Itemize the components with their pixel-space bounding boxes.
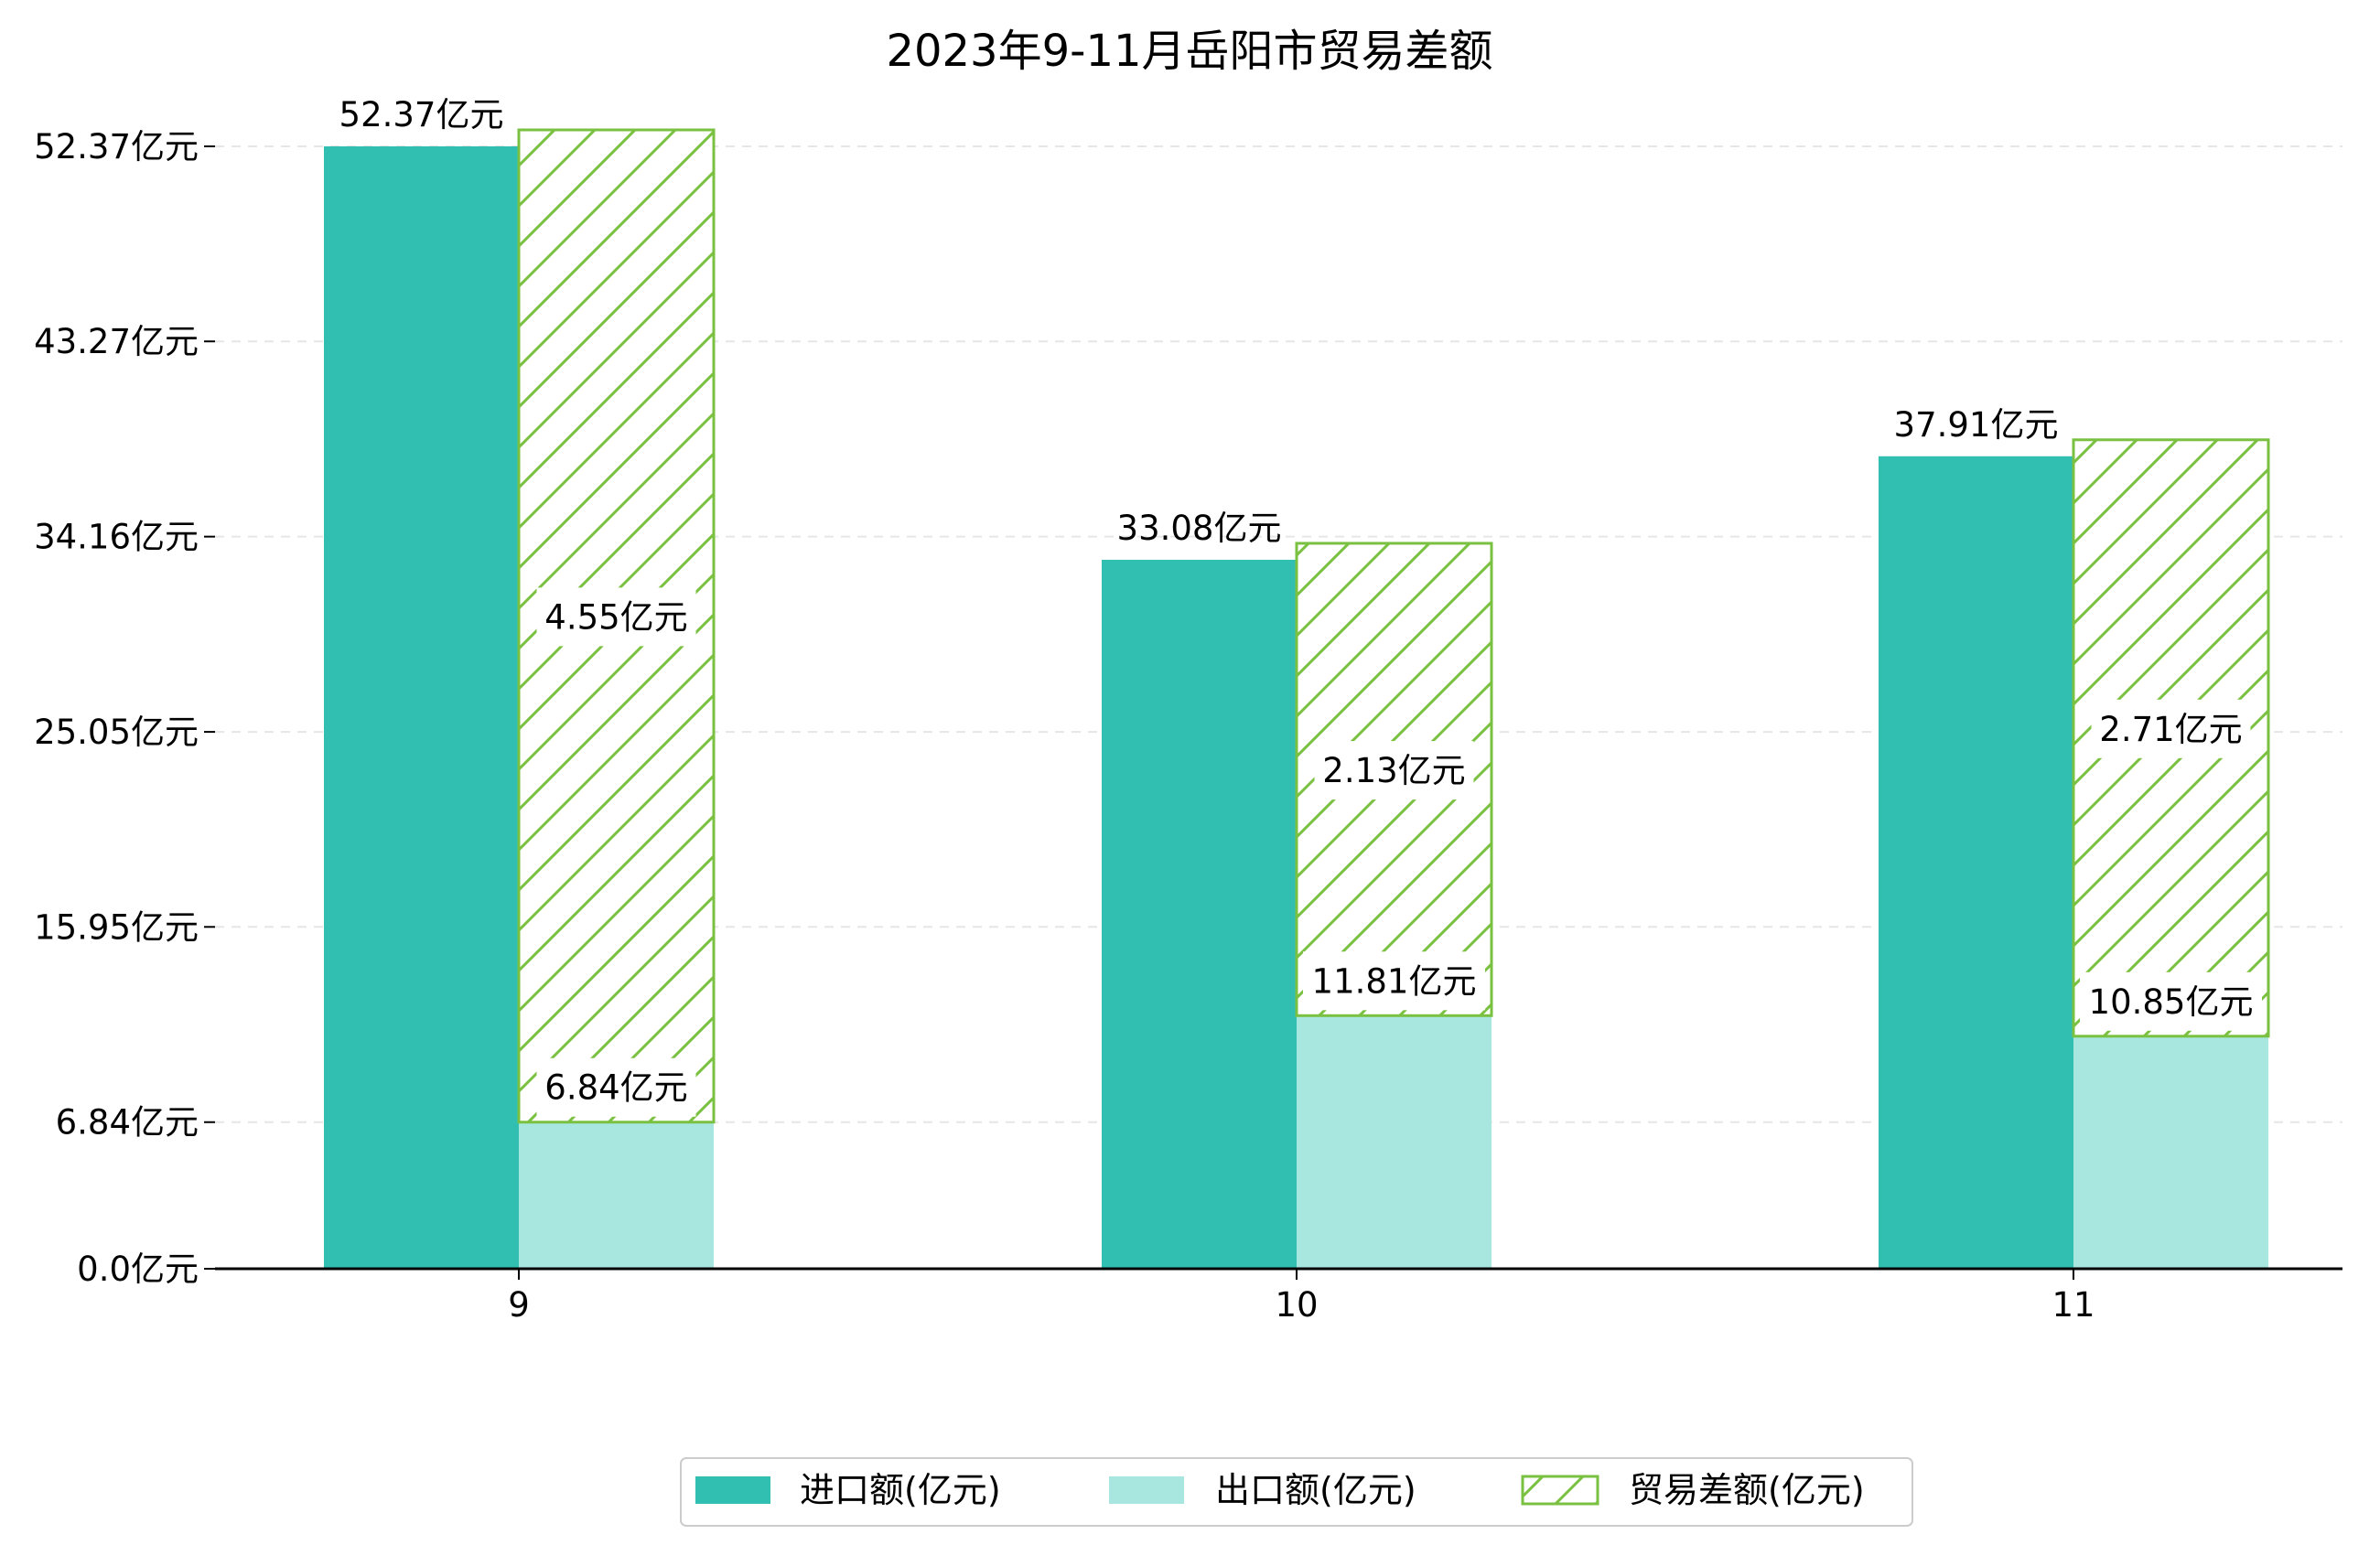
y-tick-label: 25.05亿元 — [34, 713, 199, 752]
legend: 进口额(亿元) 出口额(亿元) 贸易差额(亿元) — [680, 1457, 1913, 1527]
export-value-label: 6.84亿元 — [544, 1068, 687, 1108]
import-value-label: 37.91亿元 — [1894, 405, 2059, 445]
x-tick-label: 10 — [1275, 1285, 1318, 1325]
legend-swatch-balance — [1521, 1475, 1599, 1506]
balance-value-label: 2.71亿元 — [2099, 710, 2242, 749]
balance-value-label: 4.55亿元 — [544, 597, 687, 637]
bars — [324, 128, 2270, 1269]
y-tick-label: 43.27亿元 — [34, 322, 199, 361]
y-tick-label: 34.16亿元 — [34, 518, 199, 557]
legend-label-export: 出口额(亿元) — [1215, 1470, 1416, 1510]
y-tick-label: 15.95亿元 — [34, 907, 199, 947]
x-tick-label: 9 — [508, 1285, 530, 1325]
balance-value-label-bg — [2091, 699, 2251, 758]
export-value-label-bg — [2080, 971, 2262, 1031]
legend-label-import: 进口额(亿元) — [800, 1470, 1001, 1510]
chart-title: 2023年9-11月岳阳市贸易差额 — [886, 26, 1492, 77]
legend-frame — [680, 1457, 1913, 1527]
legend-swatch-export — [1109, 1476, 1184, 1504]
export-value-label-bg — [1303, 951, 1485, 1011]
y-tick-label: 6.84亿元 — [56, 1103, 199, 1143]
export-bar — [519, 1121, 714, 1269]
import-bar — [1879, 456, 2073, 1269]
x-tick-label: 11 — [2052, 1285, 2095, 1325]
data-labels: 52.37亿元 6.84亿元 4.55亿元 33.08亿元 11.81亿元 2.13亿元 3… — [339, 95, 2262, 1117]
balance-value-label-bg — [536, 587, 696, 647]
export-value-label: 10.85亿元 — [2089, 982, 2254, 1022]
y-tick-label: 0.0亿元 — [77, 1250, 199, 1289]
export-value-label-bg — [536, 1057, 696, 1117]
import-bar — [324, 146, 519, 1269]
export-value-label: 11.81亿元 — [1312, 961, 1477, 1001]
y-tick-label: 52.37亿元 — [34, 127, 199, 166]
import-bar — [1102, 559, 1297, 1269]
import-value-label: 33.08亿元 — [1117, 509, 1282, 548]
import-value-label: 52.37亿元 — [339, 95, 504, 134]
balance-value-label: 2.13亿元 — [1322, 751, 1465, 790]
y-axis: 0.0亿元 6.84亿元 15.95亿元 25.05亿元 34.16亿元 43.27亿元 5… — [34, 127, 215, 1289]
x-axis: 9 10 11 — [215, 1267, 2342, 1325]
export-bar — [1297, 1015, 1492, 1269]
balance-value-label-bg — [1314, 741, 1474, 800]
export-bar — [2073, 1035, 2268, 1269]
legend-swatch-import — [695, 1476, 770, 1504]
legend-label-balance: 贸易差额(亿元) — [1629, 1470, 1865, 1510]
